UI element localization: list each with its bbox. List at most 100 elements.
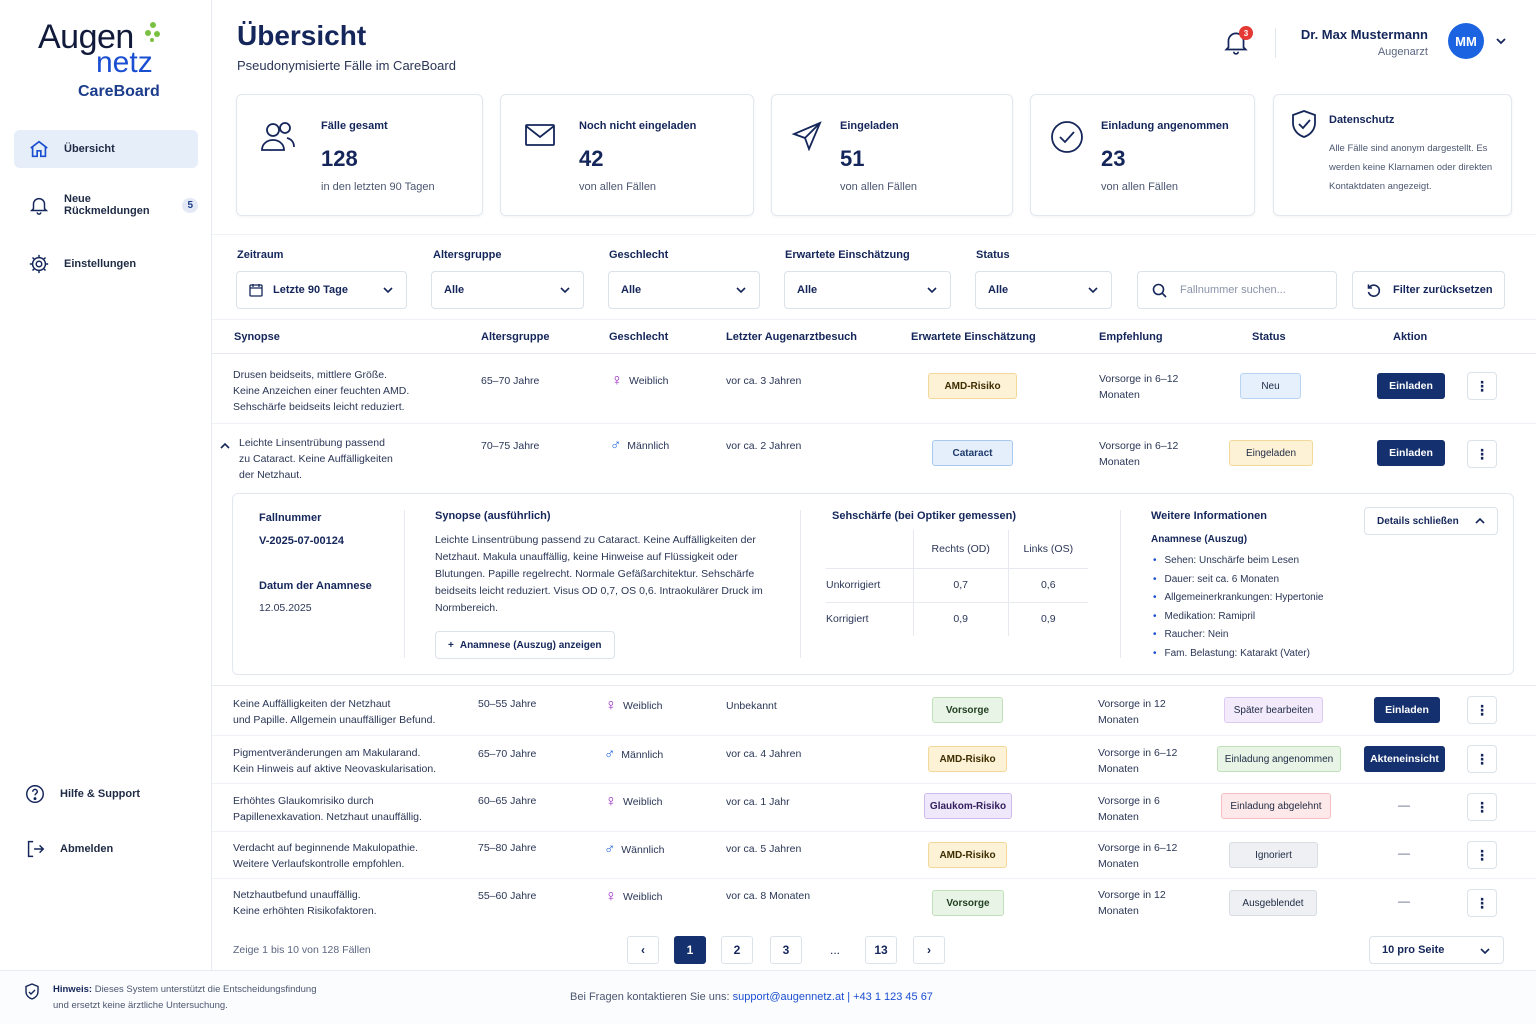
filter-label-altersgruppe: Altersgruppe [433, 249, 502, 261]
filter-label-status: Status [976, 249, 1010, 261]
more-options-icon[interactable]: ⋮ [1467, 745, 1497, 773]
header-divider [1275, 28, 1276, 58]
sidebar-item-einstellungen[interactable]: Einstellungen [14, 245, 198, 283]
close-details-button[interactable]: Details schließen [1364, 507, 1498, 535]
assessment-badge: Vorsorge [932, 697, 1003, 723]
table-row[interactable]: Keine Auffälligkeiten der Netzhaut und P… [212, 686, 1536, 736]
synopsis-detail-title: Synopse (ausführlich) [435, 510, 551, 522]
page-button-13[interactable]: 13 [865, 936, 897, 964]
sidebar-item-uebersicht[interactable]: Übersicht [14, 130, 198, 168]
help-icon [24, 783, 46, 805]
table-row[interactable]: Drusen beidseits, mittlere Größe. Keine … [212, 354, 1536, 424]
male-icon: ♂ [604, 746, 616, 763]
table-header: Synopse Altersgruppe Geschlecht Letzter … [212, 320, 1536, 354]
visus-od-value: 0,9 [912, 602, 1009, 636]
more-options-icon[interactable]: ⋮ [1467, 696, 1497, 724]
status-badge: Einladung abgelehnt [1221, 793, 1331, 819]
filter-label-einschaetzung: Erwartete Einschätzung [785, 249, 910, 261]
calendar-icon [249, 283, 263, 300]
female-icon: ♀ [605, 888, 617, 905]
stat-subtitle: von allen Fällen [840, 181, 918, 193]
shield-check-icon [1290, 109, 1326, 145]
search-icon [1152, 283, 1167, 301]
filter-label-zeitraum: Zeitraum [237, 249, 284, 261]
page-button-2[interactable]: 2 [721, 936, 753, 964]
list-item: Allgemeinerkrankungen: Hypertonie [1151, 589, 1324, 608]
table-row[interactable]: Erhöhtes Glaukomrisiko durch Papillenexk… [212, 784, 1536, 832]
notification-button[interactable]: 3 [1223, 26, 1253, 56]
more-options-icon[interactable]: ⋮ [1467, 889, 1497, 917]
user-menu-chevron-down-icon[interactable] [1494, 34, 1508, 53]
chevron-down-icon [735, 284, 747, 299]
stat-card-eingeladen: Eingeladen 51 von allen Fällen [771, 94, 1013, 216]
detail-divider [404, 510, 405, 658]
sidebar-item-abmelden[interactable]: Abmelden [10, 830, 194, 868]
table-row-expanded[interactable]: Leichte Linsentrübung passend zu Catarac… [212, 424, 1536, 686]
recommendation: Vorsorge in 6–12 Monaten [1098, 747, 1178, 775]
chevron-up-icon [1475, 516, 1485, 529]
anamnesis-date-value: 12.05.2025 [259, 602, 312, 614]
privacy-title: Datenschutz [1329, 114, 1395, 126]
next-page-chevron-right-icon[interactable]: › [913, 936, 945, 964]
footer-hint: Hinweis: Dieses System unterstützt die E… [53, 982, 317, 1014]
list-item: Sehen: Unschärfe beim Lesen [1151, 552, 1324, 571]
table-row[interactable]: Netzhautbefund unauffällig. Keine erhöht… [212, 879, 1536, 927]
more-options-icon[interactable]: ⋮ [1467, 440, 1497, 468]
filter-status-select[interactable]: Alle [975, 271, 1112, 309]
avatar[interactable]: MM [1448, 23, 1484, 59]
filter-geschlecht-select[interactable]: Alle [608, 271, 760, 309]
age-group: 70–75 Jahre [481, 440, 540, 452]
age-group: 55–60 Jahre [478, 890, 537, 902]
more-options-icon[interactable]: ⋮ [1467, 793, 1497, 821]
table-row[interactable]: Verdacht auf beginnende Makulopathie. We… [212, 832, 1536, 879]
column-header-altersgruppe: Altersgruppe [481, 331, 550, 343]
filter-value: Alle [988, 284, 1009, 296]
recommendation: Vorsorge in 12 Monaten [1098, 698, 1166, 726]
stat-card-nicht-eingeladen: Noch nicht eingeladen 42 von allen Fälle… [500, 94, 754, 216]
logo-dots-icon [136, 22, 160, 46]
status-badge: Neu [1240, 373, 1301, 399]
page-button-1[interactable]: 1 [674, 936, 706, 964]
hint-text-2: und ersetzt keine ärztliche Untersuchung… [53, 1000, 228, 1011]
filter-zeitraum-select[interactable]: Letzte 90 Tage [236, 271, 407, 309]
check-circle-icon [1049, 119, 1085, 155]
feedback-count-badge: 5 [182, 197, 198, 213]
sidebar-item-neue-rueckmeldungen[interactable]: Neue Rückmeldungen 5 [14, 186, 198, 224]
filter-altersgruppe-select[interactable]: Alle [431, 271, 584, 309]
sidebar-item-hilfe-support[interactable]: Hilfe & Support [10, 775, 194, 813]
case-number-value: V-2025-07-00124 [259, 535, 345, 547]
age-group: 65–70 Jahre [478, 748, 537, 760]
shield-icon [24, 983, 40, 1006]
recommendation: Vorsorge in 6 Monaten [1098, 795, 1160, 823]
privacy-text: Alle Fälle sind anonym dargestellt. Es w… [1329, 143, 1493, 192]
per-page-select[interactable]: 10 pro Seite [1369, 936, 1504, 964]
support-email-link[interactable]: support@augennetz.at [732, 991, 845, 1003]
page-button-3[interactable]: 3 [770, 936, 802, 964]
reset-filters-button[interactable]: Filter zurücksetzen [1352, 271, 1505, 309]
gender-label: Weiblich [623, 891, 663, 903]
gender-label: Männlich [627, 440, 670, 452]
filter-einschaetzung-select[interactable]: Alle [784, 271, 951, 309]
visus-header-empty [826, 530, 914, 569]
male-icon: ♂ [604, 841, 616, 858]
augennetz-logo[interactable]: Augen netz [38, 20, 160, 78]
anamnese-list: Sehen: Unschärfe beim Lesen Dauer: seit … [1151, 552, 1324, 664]
more-options-icon[interactable]: ⋮ [1467, 372, 1497, 400]
chevron-down-icon [926, 284, 938, 299]
recommendation: Vorsorge in 6–12 Monaten [1098, 842, 1178, 870]
invite-button[interactable]: Einladen [1377, 373, 1445, 399]
prev-page-chevron-left-icon[interactable]: ‹ [627, 936, 659, 964]
case-search-input[interactable]: Fallnummer suchen... [1137, 271, 1337, 309]
show-anamnese-button[interactable]: + Anamnese (Auszug) anzeigen [435, 631, 615, 659]
chevron-down-icon [1479, 945, 1491, 960]
table-row[interactable]: Pigmentveränderungen am Makularand. Kein… [212, 736, 1536, 784]
invite-button[interactable]: Einladen [1377, 440, 1445, 466]
more-options-icon[interactable]: ⋮ [1467, 841, 1497, 869]
invite-button[interactable]: Einladen [1374, 697, 1440, 723]
synopsis-text: Pigmentveränderungen am Makularand. Kein… [233, 747, 437, 775]
records-access-button[interactable]: Akteneinsicht [1364, 746, 1445, 772]
collapse-chevron-up-icon[interactable] [220, 438, 230, 456]
search-placeholder: Fallnummer suchen... [1180, 284, 1286, 296]
page-ellipsis: ... [829, 943, 840, 957]
last-visit: vor ca. 4 Jahren [726, 748, 802, 760]
